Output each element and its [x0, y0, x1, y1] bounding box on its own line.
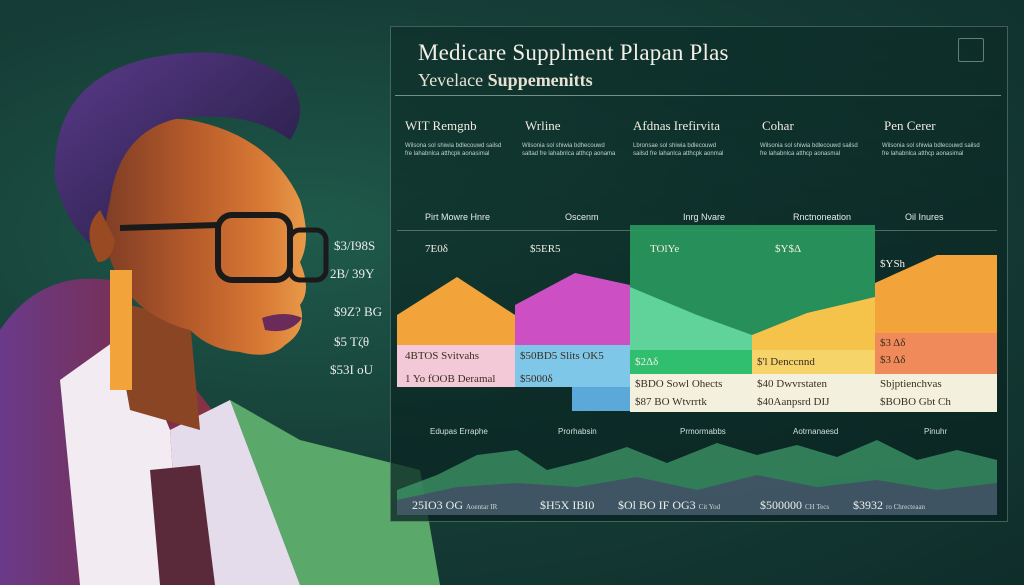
column-text: Wilsonia sol shiwia bdhecouwd saltad fre…: [522, 143, 616, 157]
bottom-value: $Ol BO IF OG3 Cit Yod: [618, 498, 720, 513]
bottom-value-small: CH Tecs: [805, 503, 830, 511]
yellow-area: [752, 297, 875, 350]
plan-value: $'l Denccnnd: [757, 356, 815, 368]
green-area: [630, 287, 752, 350]
ear-shape: [89, 210, 115, 262]
plan-value: $87 BO Wtvrrtk: [635, 396, 707, 408]
panel-subtitle: Yevelace Suppemenitts: [418, 70, 593, 91]
section-label: Pinuhr: [924, 427, 948, 436]
salmon-band: [875, 333, 997, 374]
bottom-value-small: Aoentar IR: [466, 503, 498, 511]
orange-area: [397, 277, 515, 345]
lips-shape: [262, 314, 302, 332]
bottom-value: $H5X IBI0: [540, 498, 594, 513]
plan-value: $BDO Sowl Ohects: [635, 378, 723, 390]
column-heading: WIT Remgnb: [405, 118, 477, 133]
tie-shape: [150, 465, 215, 585]
plan-value: $5ER5: [530, 243, 561, 255]
bottom-value-big: $500000: [760, 498, 802, 512]
bottom-value-big: $H5X IBI0: [540, 498, 595, 512]
plan-value: $40Aanpsrd DIJ: [757, 396, 830, 408]
bottom-value-big: $3932: [853, 498, 883, 512]
cream-band: [630, 374, 997, 412]
magenta-area: [515, 273, 630, 345]
plan-value: $40 Dwvrstaten: [757, 378, 827, 390]
column-text: Wilsona sol shiwia bdlecouwd sailsd fre …: [405, 143, 502, 157]
header-divider: [395, 95, 1001, 96]
column-text: Lbronsae sol shiwia bdlecouwd sailsd fre…: [633, 143, 724, 157]
bottom-value: 25IO3 OG Aoentar IR: [412, 498, 497, 513]
pink-band: [397, 345, 515, 387]
column-heading: Afdnas Irefirvita: [633, 118, 720, 133]
window-icon[interactable]: [958, 38, 984, 62]
bottom-value-big: $Ol BO IF OG3: [618, 498, 696, 512]
plan-value: $Y$Δ: [775, 243, 802, 255]
column-heading: Cohar: [762, 118, 794, 133]
plan-value: $5000δ: [520, 373, 553, 385]
panel-title: Medicare Supplment Plapan Plas: [418, 40, 729, 65]
plan-value: $3 Δδ: [880, 337, 906, 349]
earring-shape: [110, 270, 132, 390]
side-value: $9Z? BG: [334, 304, 383, 319]
side-value: $5 Tζθ: [334, 334, 370, 349]
section-label: Prorhabsin: [558, 427, 597, 436]
hair-shape: [54, 52, 301, 251]
plan-value: $2Δδ: [635, 356, 659, 368]
plan-value: Sbjptienchvas: [880, 378, 942, 390]
bottom-value-big: 25IO3 OG: [412, 498, 463, 512]
plan-value: $YSh: [880, 258, 906, 270]
bottom-wave-dark: [397, 475, 997, 515]
band-label: Inrg Nvare: [683, 212, 726, 222]
face-shape: [95, 118, 306, 355]
green-band: [630, 350, 752, 374]
plan-value: $3 Δδ: [880, 354, 906, 366]
yellow-band: [752, 350, 875, 374]
band-label: Pirt Mowre Hnre: [425, 212, 491, 222]
side-value: $3/I98S: [334, 238, 376, 253]
side-value: 2B/ 39Y: [330, 266, 375, 281]
plan-value: $BOBO Gbt Ch: [880, 396, 951, 408]
plan-value: 7E0δ: [425, 243, 448, 255]
bottom-value-small: ro Chrecteaan: [886, 503, 926, 511]
blue-band: [515, 345, 630, 387]
band-label: Rnctnoneation: [793, 212, 852, 222]
subtitle-bold: Suppemenitts: [487, 70, 593, 90]
section-label: Aotrnanaesd: [793, 427, 839, 436]
plan-value: $50BD5 Slits OK5: [520, 350, 604, 362]
column-text: Wilsonia sol shiwia bdlecouwd sailsd fre…: [882, 143, 980, 157]
person-illustration: [0, 52, 440, 585]
side-value: $53I oU: [330, 362, 373, 377]
plan-value: 4BTOS Svitvahs: [405, 350, 480, 362]
bottom-value-small: Cit Yod: [698, 503, 721, 511]
blue-band-low: [572, 387, 630, 411]
orange-right-area: [875, 255, 997, 350]
band-label: Oscenm: [565, 212, 599, 222]
column-text: Wilsonia sol shiwia bdlecouwd sailsd fre…: [760, 143, 858, 157]
band-chart: [397, 225, 997, 515]
glasses-icon: [119, 212, 329, 283]
subtitle-prefix: Yevelace: [418, 70, 484, 90]
neck-shape: [110, 300, 200, 430]
section-label: Prmormabbs: [680, 427, 726, 436]
column-heading: Pen Cerer: [884, 118, 936, 133]
plan-value: 1 Yo fOOB Deramal: [405, 373, 496, 385]
section-label: Edupas Erraphe: [430, 427, 488, 436]
bottom-value: $500000 CH Tecs: [760, 498, 829, 513]
column-heading: Wrline: [525, 118, 561, 133]
plan-value: TOlYe: [650, 243, 680, 255]
bottom-value: $3932 ro Chrecteaan: [853, 498, 925, 513]
band-label: Oil Inures: [905, 212, 944, 222]
